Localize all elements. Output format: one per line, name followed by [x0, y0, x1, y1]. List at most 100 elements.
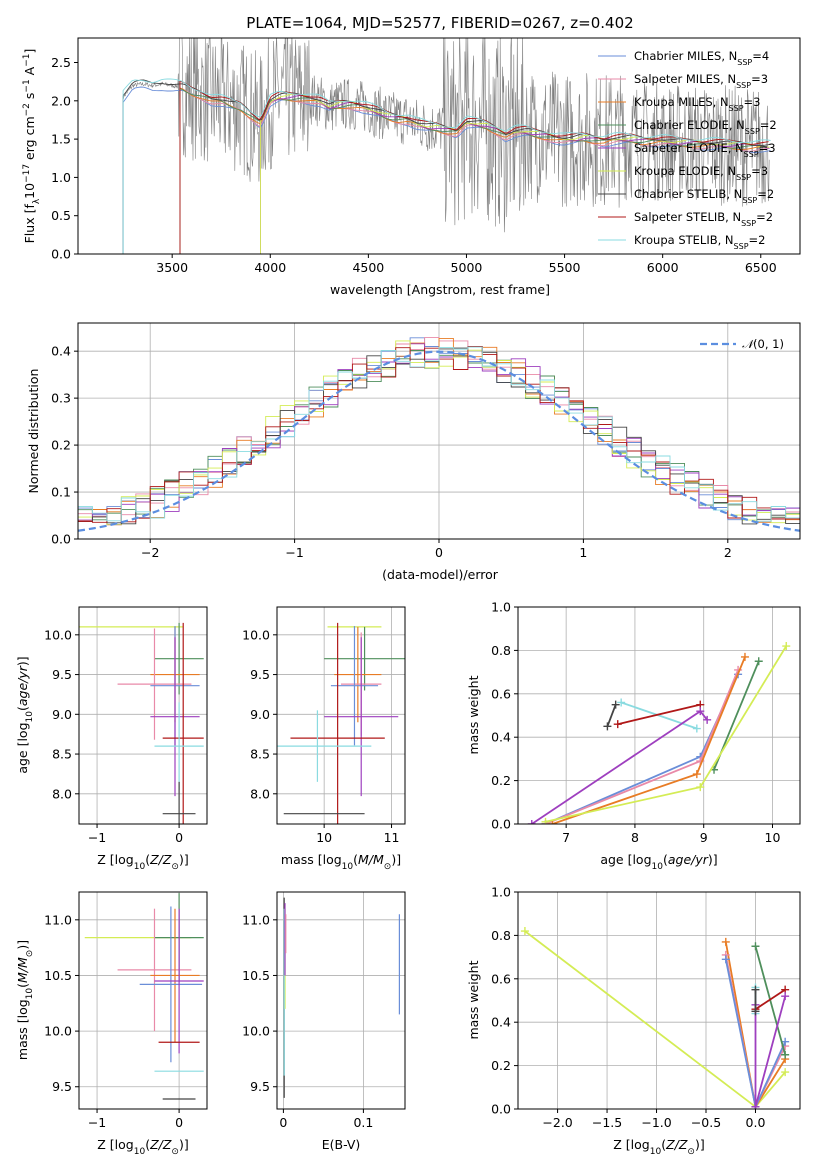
y-tick-label: 0.4	[491, 1015, 511, 1030]
y-tick-label: 1.0	[491, 885, 511, 900]
x-tick-label: 0.0	[746, 1115, 766, 1130]
y-tick-label: 2.0	[51, 93, 71, 108]
legend-n: =3	[744, 95, 761, 109]
label-part: M/M	[15, 957, 30, 983]
label-part: )]	[15, 656, 30, 666]
mass-Z-x-label: Z [log10(Z/Z⊙)]	[97, 1137, 188, 1157]
y-tick-label: 2.5	[51, 55, 71, 70]
legend-n: =2	[756, 210, 773, 224]
legend-sub: SSP	[741, 219, 756, 228]
weight-marker	[696, 783, 705, 792]
spectrum-y-label: Flux [fλ10−17 erg cm−2 s−1 A−1]	[22, 49, 42, 244]
weight-marker	[751, 1007, 760, 1016]
y-tick-label: 10.5	[44, 968, 72, 983]
x-tick-label: 9	[700, 830, 708, 845]
age-Z-y-label: age [log10(age/yr)]	[15, 656, 35, 773]
label-part: Z/Z	[149, 852, 172, 867]
weight-marker	[520, 927, 529, 936]
y-tick-label: 1.0	[51, 170, 71, 185]
label-part: ⊙	[25, 950, 35, 958]
label-part: ⊙	[171, 862, 179, 872]
legend-sub: SSP	[729, 104, 744, 113]
y-tick-label: 11.0	[242, 912, 270, 927]
residuals-y-label: Normed distribution	[26, 369, 41, 494]
x-tick-label: −1.0	[641, 1115, 671, 1130]
y-tick-label: 8.0	[250, 786, 270, 801]
weight-line	[524, 930, 786, 1109]
label-part: M/M	[358, 852, 384, 867]
legend-label: Salpeter MILES, N	[634, 72, 736, 86]
label-part: ]	[22, 49, 37, 54]
x-tick-label: 0	[435, 545, 443, 560]
label-part: )]	[179, 1137, 189, 1152]
legend-label: Kroupa ELODIE, N	[634, 164, 736, 178]
x-tick-label: 3500	[156, 260, 188, 275]
label-part: (	[663, 852, 668, 867]
label-part: 10	[25, 711, 35, 723]
weight-marker	[617, 698, 626, 707]
mass-ebv-x-label: E(B-V)	[322, 1137, 361, 1152]
weight-marker	[751, 942, 760, 951]
legend-sub: SSP	[745, 127, 760, 136]
x-tick-label: −2	[141, 545, 159, 560]
label-part: 10	[22, 183, 37, 199]
label-part: age/yr	[15, 665, 30, 706]
x-tick-label: 6500	[745, 260, 777, 275]
legend-label: Chabrier STELIB, N	[634, 187, 742, 201]
legend-n: =4	[752, 49, 769, 63]
x-tick-label: 10	[765, 830, 781, 845]
y-tick-label: 11.0	[44, 912, 72, 927]
legend-n: =2	[749, 233, 766, 247]
weight-marker	[692, 724, 701, 733]
y-tick-label: 9.5	[250, 667, 270, 682]
x-tick-label: 0	[175, 1115, 183, 1130]
y-tick-label: 10.0	[44, 627, 72, 642]
legend-sub: SSP	[734, 242, 749, 251]
label-part: (	[145, 1137, 150, 1152]
axes-frame	[77, 37, 801, 255]
weight-line	[606, 704, 617, 727]
residual-histogram	[78, 337, 800, 526]
legend-sub: SSP	[737, 58, 752, 67]
label-part: (	[15, 706, 30, 711]
legend-entry: Salpeter ELODIE, NSSP=3	[634, 141, 776, 159]
label-part: )]	[15, 940, 30, 950]
label-part: 10	[342, 862, 354, 872]
legend-sub: SSP	[742, 196, 757, 205]
legend-entry: Salpeter STELIB, NSSP=2	[634, 210, 773, 228]
weight-marker	[611, 700, 620, 709]
plot-area	[283, 897, 400, 1098]
axes-frame	[517, 606, 801, 825]
residuals-x-label: (data-model)/error	[382, 567, 499, 582]
weight-line	[620, 701, 698, 730]
weight-marker	[548, 820, 557, 824]
label-part: (	[661, 1137, 666, 1152]
label-part: −17	[22, 164, 32, 183]
y-tick-label: 0.6	[491, 686, 511, 701]
weight-Z-y-label: mass weight	[466, 960, 481, 1039]
spectrum-model-line	[122, 78, 771, 254]
x-tick-label: 8	[631, 830, 639, 845]
weight-marker	[751, 1102, 760, 1109]
legend-entry: Chabrier STELIB, NSSP=2	[634, 187, 774, 205]
label-part: ⊙	[171, 1147, 179, 1157]
y-tick-label: 9.0	[52, 707, 72, 722]
legend-label: Kroupa STELIB, N	[634, 233, 734, 247]
y-tick-label: 1.0	[491, 600, 511, 615]
y-tick-label: 0.2	[51, 438, 71, 453]
label-part: Z [log	[97, 1137, 133, 1152]
legend-sub: SSP	[736, 81, 751, 90]
x-tick-label: 2	[724, 545, 732, 560]
legend-n: =3	[759, 141, 776, 155]
label-part: −1	[22, 54, 32, 67]
label-part: Z/Z	[149, 1137, 172, 1152]
weight-marker	[740, 652, 749, 661]
weight-line	[755, 988, 786, 1010]
label-part: −1	[22, 79, 32, 92]
weight-marker	[781, 1050, 790, 1059]
legend-label: Salpeter STELIB, N	[634, 210, 741, 224]
x-tick-label: 5000	[451, 260, 483, 275]
legend-sub: SSP	[744, 150, 759, 159]
label-part: 10	[134, 862, 146, 872]
